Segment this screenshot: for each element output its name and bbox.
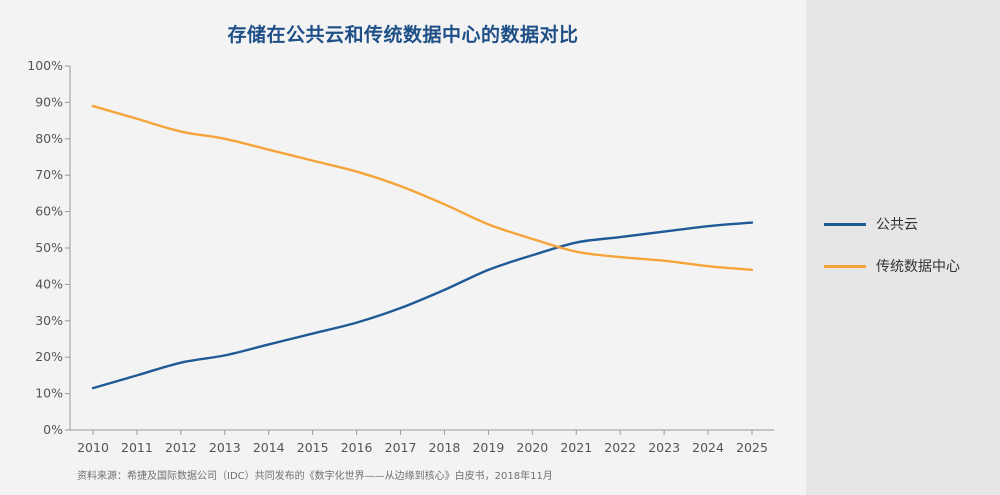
x-tick-label: 2024 [692, 440, 724, 455]
y-tick-label: 0% [43, 422, 63, 437]
series-lines [91, 104, 754, 390]
source-note: 资料来源：希捷及国际数据公司（IDC）共同发布的《数字化世界——从边缘到核心》白… [77, 471, 553, 482]
legend-label-traditional-dc: 传统数据中心 [876, 259, 960, 275]
series-line-1 [91, 104, 754, 272]
legend-label-public-cloud: 公共云 [876, 217, 918, 233]
y-tick-label: 20% [35, 349, 63, 364]
y-tick-label: 10% [35, 386, 63, 401]
x-tick-label: 2013 [209, 440, 241, 455]
x-tick-label: 2012 [165, 440, 197, 455]
legend-item-public-cloud: 公共云 [824, 214, 918, 234]
x-tick-label: 2020 [516, 440, 548, 455]
y-tick-label: 90% [35, 94, 63, 109]
x-tick-label: 2021 [560, 440, 592, 455]
chart-title: 存储在公共云和传统数据中心的数据对比 [227, 24, 579, 46]
y-tick-label: 100% [27, 58, 63, 73]
x-tick-label: 2010 [77, 440, 109, 455]
x-tick-label: 2011 [121, 440, 153, 455]
x-tick-label: 2022 [604, 440, 636, 455]
legend-item-traditional-dc: 传统数据中心 [824, 256, 960, 276]
x-tick-label: 2014 [253, 440, 285, 455]
x-tick-label: 2016 [341, 440, 373, 455]
axes [69, 66, 774, 431]
y-tick-label: 30% [35, 313, 63, 328]
series-line-0 [91, 221, 754, 390]
legend-panel [806, 0, 1000, 495]
x-tick-label: 2018 [429, 440, 461, 455]
x-tick-label: 2019 [472, 440, 504, 455]
x-tick-label: 2025 [736, 440, 768, 455]
y-tick-label: 40% [35, 276, 63, 291]
y-tick-label: 80% [35, 131, 63, 146]
y-tick-label: 50% [35, 240, 63, 255]
x-axis-ticks: 2010 2011 2012 2013 2014 2015 2016 2017 2018 2019… [77, 430, 768, 455]
y-tick-label: 60% [35, 204, 63, 219]
y-axis-ticks: 0% 10% 20% 30% 40% 50% 60% 70% 80% 90% 100% [27, 58, 70, 437]
y-tick-label: 70% [35, 167, 63, 182]
x-tick-label: 2023 [648, 440, 680, 455]
x-tick-label: 2017 [385, 440, 417, 455]
x-tick-label: 2015 [297, 440, 329, 455]
line-chart: 0%10%20%30%40%50%60%70%80%90%100% 2010 20… [27, 58, 774, 455]
legend-swatch-traditional-dc [824, 264, 866, 268]
legend-swatch-public-cloud [824, 222, 866, 226]
chart-area [0, 0, 806, 495]
